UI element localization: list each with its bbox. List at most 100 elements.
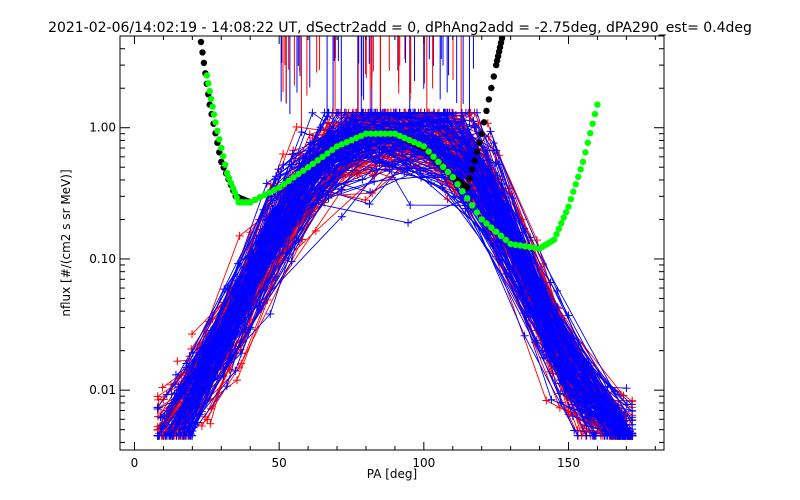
- data-point: [297, 128, 306, 137]
- data-point: [274, 165, 283, 174]
- fit-dot: [386, 130, 394, 137]
- data-point: [472, 108, 481, 117]
- fit-dot: [353, 134, 360, 142]
- data-point: [345, 120, 354, 129]
- fit-dot: [216, 136, 223, 143]
- data-point: [409, 108, 418, 117]
- fit-dot: [582, 149, 589, 156]
- data-point: [391, 160, 400, 169]
- data-point: [233, 376, 242, 385]
- data-point: [200, 412, 209, 421]
- data-point: [365, 200, 374, 209]
- fit-dot: [367, 130, 374, 137]
- data-point: [174, 383, 183, 392]
- data-point: [555, 379, 564, 388]
- data-point: [425, 115, 434, 124]
- data-point: [266, 309, 275, 318]
- x-tick-label: 150: [557, 456, 580, 470]
- data-point: [603, 431, 612, 440]
- fit-dot: [526, 243, 534, 251]
- data-point: [534, 305, 543, 314]
- data-point: [553, 286, 562, 295]
- fit-dot: [591, 110, 599, 118]
- fit-dot: [227, 179, 235, 187]
- fit-dot: [575, 173, 582, 180]
- fit-dot: [377, 130, 384, 137]
- data-point: [351, 143, 360, 152]
- data-point: [279, 160, 288, 169]
- fit-dot: [560, 214, 567, 221]
- fit-dot: [480, 119, 488, 126]
- fit-dot: [587, 130, 594, 137]
- x-axis-label: PA [deg]: [367, 467, 417, 481]
- data-point: [153, 405, 162, 414]
- fit-dot: [231, 189, 238, 196]
- fit-dot: [444, 168, 452, 176]
- data-point: [570, 426, 579, 435]
- fit-dot: [233, 194, 240, 201]
- fit-dot: [406, 136, 413, 144]
- data-point: [279, 149, 288, 158]
- data-point: [492, 146, 501, 155]
- data-point: [581, 397, 590, 406]
- fit-dot: [490, 73, 497, 80]
- y-axis-label: nflux [#/(cm2 s sr MeV)]: [59, 169, 73, 316]
- data-point: [308, 108, 317, 117]
- data-point: [395, 108, 404, 117]
- data-point: [430, 140, 439, 149]
- fit-dot: [483, 107, 490, 115]
- x-tick-label: 100: [412, 456, 435, 470]
- data-point: [427, 169, 436, 178]
- fit-dot: [206, 87, 213, 95]
- fit-dot: [466, 175, 473, 182]
- fit-dot: [485, 96, 493, 103]
- data-point: [171, 370, 180, 379]
- data-point: [543, 326, 552, 335]
- data-point: [276, 193, 285, 202]
- fit-dot: [567, 196, 575, 203]
- fit-dot: [584, 139, 591, 146]
- data-point: [443, 195, 452, 204]
- fit-dot: [562, 209, 570, 216]
- fit-dot: [415, 141, 423, 148]
- data-point: [522, 311, 531, 320]
- data-point: [559, 375, 568, 384]
- data-point: [461, 204, 470, 213]
- fit-dot: [565, 203, 572, 210]
- fit-dot: [449, 174, 456, 181]
- data-point: [455, 124, 464, 133]
- fit-dot: [517, 242, 524, 249]
- data-point: [187, 372, 196, 381]
- data-point: [377, 143, 386, 152]
- data-point: [205, 317, 214, 326]
- fit-dot: [295, 170, 302, 178]
- fit-dot: [579, 158, 587, 165]
- fit-dot: [300, 167, 307, 174]
- fit-dot: [329, 146, 336, 154]
- fit-dot: [225, 174, 233, 182]
- fit-dot: [570, 188, 577, 195]
- data-point: [450, 192, 459, 201]
- data-point: [347, 127, 356, 136]
- data-point: [153, 392, 162, 401]
- fit-dot: [314, 157, 321, 164]
- fit-dot: [199, 49, 206, 56]
- data-point: [436, 115, 445, 124]
- fit-dot: [266, 189, 273, 196]
- y-tick-label: 1.00: [89, 121, 116, 135]
- data-point: [372, 165, 381, 174]
- fit-dot: [309, 160, 317, 167]
- data-point: [628, 415, 637, 424]
- data-point: [422, 121, 431, 130]
- fit-dot: [439, 163, 447, 171]
- fit-dot: [205, 80, 212, 87]
- fit-dot: [290, 174, 297, 181]
- data-point: [186, 401, 195, 410]
- data-point: [336, 147, 345, 156]
- data-point: [270, 272, 279, 281]
- data-point: [510, 249, 519, 258]
- data-point: [188, 348, 197, 357]
- fit-dot: [251, 196, 259, 204]
- data-point: [515, 228, 524, 237]
- fit-dot: [589, 120, 596, 127]
